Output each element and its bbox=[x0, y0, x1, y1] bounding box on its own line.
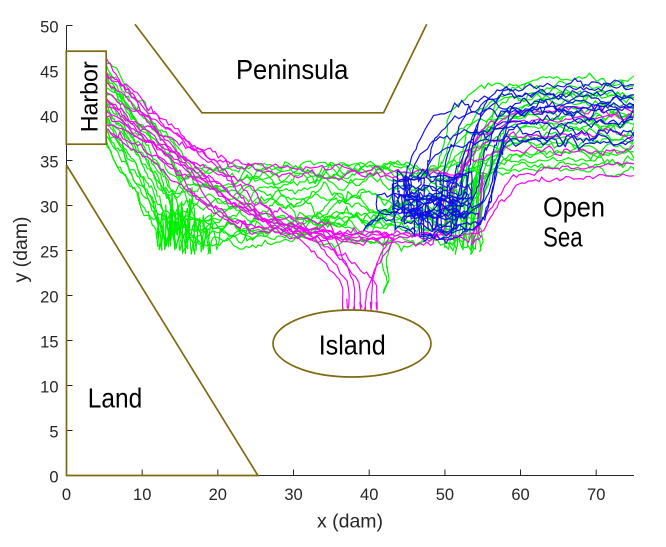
svg-text:20: 20 bbox=[40, 289, 58, 307]
svg-text:y (dam): y (dam) bbox=[10, 216, 32, 282]
svg-text:60: 60 bbox=[511, 486, 529, 504]
svg-text:30: 30 bbox=[284, 486, 302, 504]
svg-text:35: 35 bbox=[40, 154, 58, 172]
svg-text:Open: Open bbox=[543, 192, 605, 223]
svg-text:50: 50 bbox=[436, 486, 454, 504]
svg-text:Harbor: Harbor bbox=[77, 61, 104, 132]
svg-text:15: 15 bbox=[40, 334, 58, 352]
svg-text:0: 0 bbox=[49, 469, 58, 487]
svg-text:Sea: Sea bbox=[543, 222, 583, 253]
svg-text:40: 40 bbox=[40, 109, 58, 127]
svg-text:Land: Land bbox=[88, 383, 142, 414]
svg-text:30: 30 bbox=[40, 199, 58, 217]
svg-text:10: 10 bbox=[133, 486, 151, 504]
svg-text:5: 5 bbox=[49, 424, 58, 442]
svg-text:50: 50 bbox=[40, 19, 58, 37]
svg-text:x (dam): x (dam) bbox=[317, 511, 383, 533]
svg-text:0: 0 bbox=[62, 486, 71, 504]
svg-text:40: 40 bbox=[360, 486, 378, 504]
svg-text:70: 70 bbox=[587, 486, 605, 504]
svg-text:25: 25 bbox=[40, 244, 58, 262]
svg-text:Peninsula: Peninsula bbox=[236, 54, 349, 85]
svg-text:20: 20 bbox=[209, 486, 227, 504]
svg-text:Island: Island bbox=[319, 329, 386, 360]
svg-text:10: 10 bbox=[40, 379, 58, 397]
svg-text:45: 45 bbox=[40, 64, 58, 82]
